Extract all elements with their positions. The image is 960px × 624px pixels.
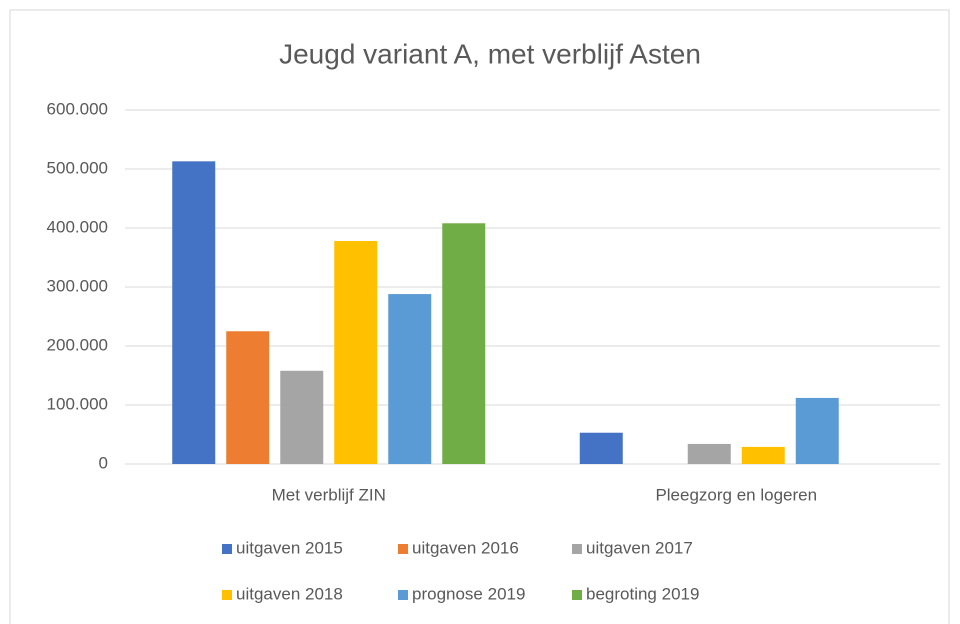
x-tick-label: Pleegzorg en logeren — [655, 485, 817, 504]
legend-swatch — [222, 544, 232, 554]
bar — [334, 240, 378, 464]
bar — [388, 294, 432, 464]
chart-title: Jeugd variant A, met verblijf Asten — [279, 38, 701, 69]
legend-swatch — [572, 590, 582, 600]
legend-swatch — [572, 544, 582, 554]
bar — [172, 161, 216, 464]
legend-label: uitgaven 2018 — [236, 584, 343, 603]
legend-label: uitgaven 2017 — [586, 538, 693, 557]
bar — [687, 443, 731, 464]
legend-label: begroting 2019 — [586, 584, 699, 603]
y-tick-label: 200.000 — [47, 335, 108, 354]
y-tick-label: 300.000 — [47, 276, 108, 295]
y-tick-label: 600.000 — [47, 99, 108, 118]
x-tick-label: Met verblijf ZIN — [272, 485, 386, 504]
legend-swatch — [398, 544, 408, 554]
y-tick-label: 500.000 — [47, 158, 108, 177]
legend-label: uitgaven 2016 — [412, 538, 519, 557]
bar — [795, 397, 839, 464]
bar — [579, 432, 623, 464]
bar — [442, 223, 486, 464]
y-tick-label: 0 — [99, 453, 108, 472]
legend-swatch — [398, 590, 408, 600]
bar — [741, 446, 785, 464]
bar — [280, 370, 324, 464]
legend-label: uitgaven 2015 — [236, 538, 343, 557]
bar — [226, 331, 270, 464]
y-tick-label: 100.000 — [47, 394, 108, 413]
legend-label: prognose 2019 — [412, 584, 525, 603]
y-tick-label: 400.000 — [47, 217, 108, 236]
legend-swatch — [222, 590, 232, 600]
